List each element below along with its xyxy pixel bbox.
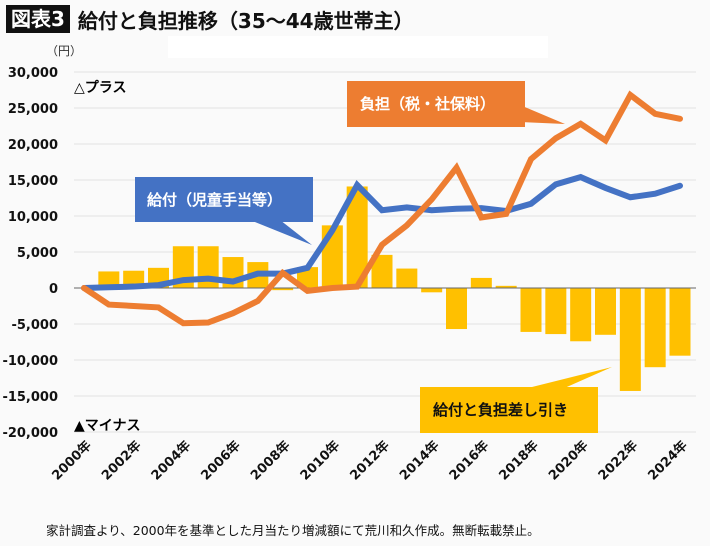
x-tick-label: 2012年	[347, 438, 393, 484]
y-axis-unit: （円）	[46, 44, 83, 58]
x-tick-label: 2024年	[645, 438, 691, 484]
bars-diff	[98, 186, 691, 391]
bar-2024年	[669, 288, 691, 356]
x-tick-label: 2010年	[297, 438, 343, 484]
figure-tag: 図表3	[6, 5, 70, 33]
y-tick-label: 25,000	[8, 102, 58, 117]
x-tick-label: 2020年	[545, 438, 591, 484]
callout-benefit-text: 給付（児童手当等）	[147, 191, 282, 209]
minus-label: ▲マイナス	[74, 418, 141, 434]
bar-2023年	[644, 288, 666, 368]
bar-2009年	[297, 267, 318, 288]
y-tick-label: 5,000	[17, 246, 58, 261]
bar-2014年	[421, 288, 443, 293]
callout-benefit-pointer	[250, 220, 312, 245]
line-series	[81, 90, 683, 327]
bar-2016年	[470, 277, 492, 288]
y-axis-ticks: 30,000 25,000 20,000 15,000 10,000 5,000 0 -5,0…	[2, 66, 58, 441]
source-note: 家計調査より、2000年を基準とした月当たり増減額にて荒川和久作成。無断転載禁止…	[46, 523, 540, 538]
bar-2019年	[545, 288, 567, 335]
x-tick-label: 2000年	[49, 438, 95, 484]
x-tick-label: 2018年	[496, 438, 542, 484]
x-tick-label: 2006年	[198, 438, 244, 484]
bar-2018年	[520, 288, 542, 332]
callout-burden-pointer	[520, 105, 565, 124]
bar-2021年	[595, 288, 616, 335]
bar-2008年	[272, 288, 294, 291]
bar-2013年	[396, 268, 418, 288]
x-axis-ticks: 2000年 2002年 2004年 2006年 2008年 2010年 2012年 2014年…	[49, 438, 691, 484]
callout-diff-pointer	[520, 367, 612, 390]
y-tick-label: -10,000	[2, 354, 58, 369]
y-tick-label: 30,000	[8, 66, 58, 81]
callout-burden-text: 負担（税・社保料）	[360, 95, 495, 113]
y-tick-label: 10,000	[8, 210, 58, 225]
bar-2022年	[619, 288, 641, 391]
title-row: 図表3 給付と負担推移（35～44歳世帯主）	[6, 4, 414, 34]
title-underlay	[168, 36, 548, 58]
callout-diff: 給付と負担差し引き	[420, 367, 612, 433]
bar-2001年	[98, 271, 120, 288]
y-tick-label: 0	[49, 282, 58, 297]
bar-2017年	[495, 285, 517, 288]
chart-title: 給付と負担推移（35～44歳世帯主）	[77, 8, 414, 33]
callout-benefit: 給付（児童手当等）	[135, 177, 313, 245]
x-tick-label: 2008年	[247, 438, 293, 484]
y-tick-label: 15,000	[8, 174, 58, 189]
bar-2012年	[371, 254, 393, 288]
callout-burden-box	[347, 81, 525, 127]
plus-label: △プラス	[74, 80, 127, 96]
bar-2011年	[346, 186, 368, 288]
y-tick-label: -20,000	[2, 426, 58, 441]
callout-diff-text: 給付と負担差し引き	[433, 401, 568, 419]
y-tick-label: -5,000	[11, 318, 58, 333]
bar-2015年	[446, 288, 467, 330]
y-tick-label: 20,000	[8, 138, 58, 153]
y-tick-label: -15,000	[2, 390, 58, 405]
bar-2020年	[570, 288, 592, 342]
x-tick-label: 2016年	[446, 438, 492, 484]
x-tick-label: 2002年	[98, 438, 144, 484]
x-tick-label: 2004年	[148, 438, 194, 484]
x-tick-label: 2014年	[396, 438, 442, 484]
callout-burden: 負担（税・社保料）	[347, 81, 565, 127]
callout-benefit-box	[135, 177, 313, 222]
callout-diff-box	[420, 387, 598, 433]
x-tick-label: 2022年	[595, 438, 641, 484]
